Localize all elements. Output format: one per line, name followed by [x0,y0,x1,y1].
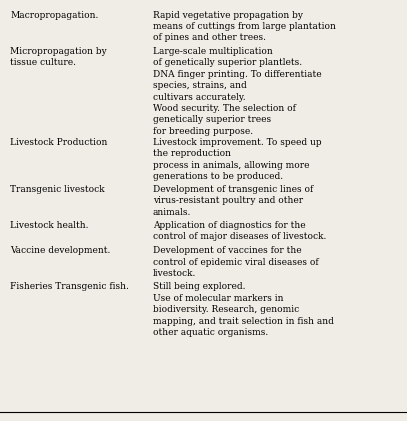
Text: Vaccine development.: Vaccine development. [10,246,111,255]
Text: Large-scale multiplication
of genetically superior plantlets.
DNA finger printin: Large-scale multiplication of geneticall… [153,47,321,136]
Text: Fisheries Transgenic fish.: Fisheries Transgenic fish. [10,282,129,291]
Text: Development of transgenic lines of
virus-resistant poultry and other
animals.: Development of transgenic lines of virus… [153,185,313,217]
Text: Development of vaccines for the
control of epidemic viral diseases of
livestock.: Development of vaccines for the control … [153,246,318,278]
Text: Application of diagnostics for the
control of major diseases of livestock.: Application of diagnostics for the contr… [153,221,326,242]
Text: Micropropagation by
tissue culture.: Micropropagation by tissue culture. [10,47,107,67]
Text: Livestock health.: Livestock health. [10,221,89,230]
Text: Still being explored.
Use of molecular markers in
biodiversity. Research, genomi: Still being explored. Use of molecular m… [153,282,333,337]
Text: Rapid vegetative propagation by
means of cuttings from large plantation
of pines: Rapid vegetative propagation by means of… [153,11,335,43]
Text: Livestock Production: Livestock Production [10,138,107,147]
Text: Macropropagation.: Macropropagation. [10,11,98,19]
Text: Livestock improvement. To speed up
the reproduction
process in animals, allowing: Livestock improvement. To speed up the r… [153,138,321,181]
Text: Transgenic livestock: Transgenic livestock [10,185,105,194]
